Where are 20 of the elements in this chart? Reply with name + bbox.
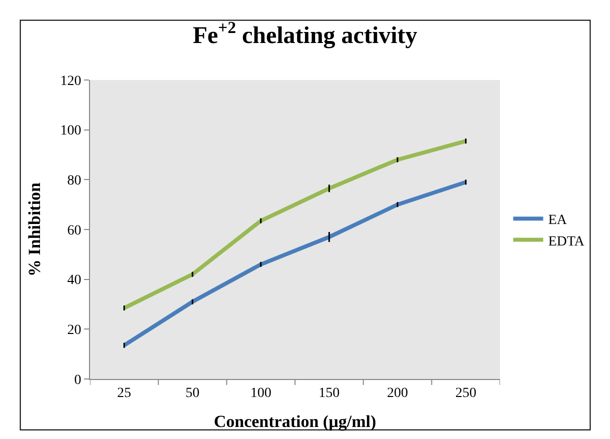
y-tick-label: 0 [74, 372, 82, 388]
y-tick-label: 20 [67, 323, 82, 338]
x-tick-label: 250 [455, 386, 476, 401]
x-tick-label: 200 [387, 386, 408, 401]
x-axis-title: Concentration (µg/ml) [214, 412, 376, 432]
x-tick-label: 150 [318, 386, 340, 401]
y-tick-label: 100 [60, 124, 82, 139]
y-tick-label: 60 [67, 223, 82, 238]
y-tick-label: 40 [67, 273, 82, 288]
legend-label: EDTA [548, 234, 586, 250]
chart-title: Fe$^{+2}$ chelating activity [192, 18, 418, 50]
y-tick-label: 80 [67, 174, 82, 189]
y-axis-title: % Inhibition [24, 182, 44, 277]
x-tick-label: 50 [186, 386, 200, 401]
line-series [122, 180, 468, 348]
legend-label: EA [548, 213, 568, 228]
y-tick-label: 120 [60, 74, 82, 89]
line-series [122, 139, 468, 310]
x-tick-label: 100 [250, 386, 272, 401]
x-tick-label: 25 [117, 386, 132, 401]
